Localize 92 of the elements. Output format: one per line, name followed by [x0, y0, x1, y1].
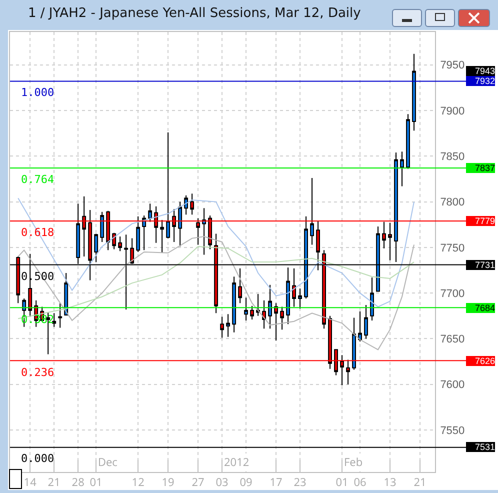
candlestick — [310, 178, 314, 246]
candlestick — [352, 317, 356, 370]
candlestick — [256, 293, 260, 316]
ref-line-label: 7531 — [474, 442, 495, 452]
candlestick — [334, 349, 338, 376]
candlestick — [262, 300, 266, 330]
y-tick-label: 7950 — [440, 60, 465, 72]
candlestick — [382, 221, 386, 249]
ref-line-label: 7684 — [474, 303, 495, 313]
candlestick — [268, 284, 272, 330]
x-tick-label: 21 — [48, 475, 60, 490]
candlestick — [196, 218, 200, 246]
candlestick — [358, 310, 362, 342]
x-tick-label: 06 — [354, 475, 366, 490]
candlestick — [298, 288, 302, 310]
annotation: 2012 — [224, 455, 250, 470]
x-tick-label: 28 — [72, 475, 84, 490]
candlestick — [412, 53, 416, 132]
y-tick-label: 7800 — [440, 196, 465, 209]
candlestick — [406, 114, 410, 170]
candlestick — [148, 203, 152, 222]
x-tick-label: 03 — [216, 475, 228, 490]
ref-line-label: 7779 — [474, 216, 495, 226]
candlestick — [328, 315, 332, 370]
candlestick — [190, 193, 194, 216]
candlestick — [220, 316, 224, 338]
x-tick-label: 23 — [294, 475, 306, 490]
annotation: 0.236 — [21, 366, 54, 379]
line-series — [18, 198, 414, 308]
candlestick — [154, 206, 158, 244]
chart-title: 1 / JYAH2 - Japanese Yen-All Sessions, Mar 12, Daily — [28, 6, 361, 21]
candlestick — [394, 152, 398, 263]
candlestick — [82, 196, 86, 258]
candlestick — [274, 302, 278, 342]
candlestick — [166, 132, 170, 239]
candlestick — [118, 236, 122, 252]
ref-line-label: 7932 — [474, 76, 495, 86]
candlestick — [100, 211, 104, 242]
candlestick — [142, 214, 146, 251]
x-tick-label: 12 — [132, 475, 144, 490]
candlestick — [292, 268, 296, 308]
candlestick — [250, 305, 254, 320]
x-tick-label: 19 — [162, 475, 174, 490]
candlestick — [346, 359, 350, 385]
x-tick-label: 01 — [336, 475, 348, 490]
x-tick-label: 27 — [192, 475, 204, 490]
annotation: 0.000 — [21, 452, 54, 465]
x-tick-label: 09 — [240, 475, 252, 490]
candlestick — [370, 277, 374, 321]
candlestick — [286, 267, 290, 325]
candlestick — [232, 276, 236, 333]
ref-line-label: 7837 — [474, 163, 495, 173]
y-tick-label: 7550 — [440, 424, 465, 437]
x-tick-label: 13 — [384, 475, 396, 490]
ref-line-label: 7626 — [474, 356, 495, 366]
annotation: 0.764 — [21, 173, 54, 186]
y-tick-label: 7700 — [440, 288, 465, 300]
candlestick — [388, 222, 392, 261]
y-tick-label: 7650 — [440, 334, 465, 346]
candlestick — [184, 194, 188, 216]
candlestick — [280, 306, 284, 330]
candlestick — [112, 232, 116, 250]
x-tick-label: 01 — [90, 475, 102, 490]
y-tick-label: 7850 — [440, 151, 465, 163]
candlestick — [208, 214, 212, 250]
x-tick-label: 14 — [24, 475, 38, 490]
candlestick — [106, 210, 110, 251]
candlestick — [244, 297, 248, 321]
candlestick — [178, 201, 182, 248]
candlestick — [238, 268, 242, 304]
candlestick — [226, 314, 230, 338]
y-tick-label: 7900 — [440, 105, 465, 118]
x-tick-label: 17 — [270, 475, 282, 490]
annotation: 1.000 — [21, 86, 54, 99]
annotation: Dec — [98, 455, 118, 470]
x-tick-label: 21 — [414, 475, 426, 490]
candlestick — [400, 151, 404, 187]
annotation: 0.618 — [21, 226, 54, 239]
candlestick — [340, 354, 344, 386]
ref-line-label: 7731 — [474, 260, 495, 270]
candlestick — [94, 233, 98, 263]
y-tick-label: 7750 — [440, 242, 465, 254]
candlestick — [58, 302, 62, 328]
y-tick-label: 7600 — [440, 379, 465, 392]
candlestick — [202, 208, 206, 256]
text: 7943 — [474, 66, 495, 76]
candlestick — [136, 216, 140, 252]
candlestick — [160, 220, 164, 254]
annotation: Feb — [344, 455, 363, 470]
candlestick — [172, 208, 176, 242]
candlestick — [364, 304, 368, 340]
line-series — [18, 236, 414, 350]
